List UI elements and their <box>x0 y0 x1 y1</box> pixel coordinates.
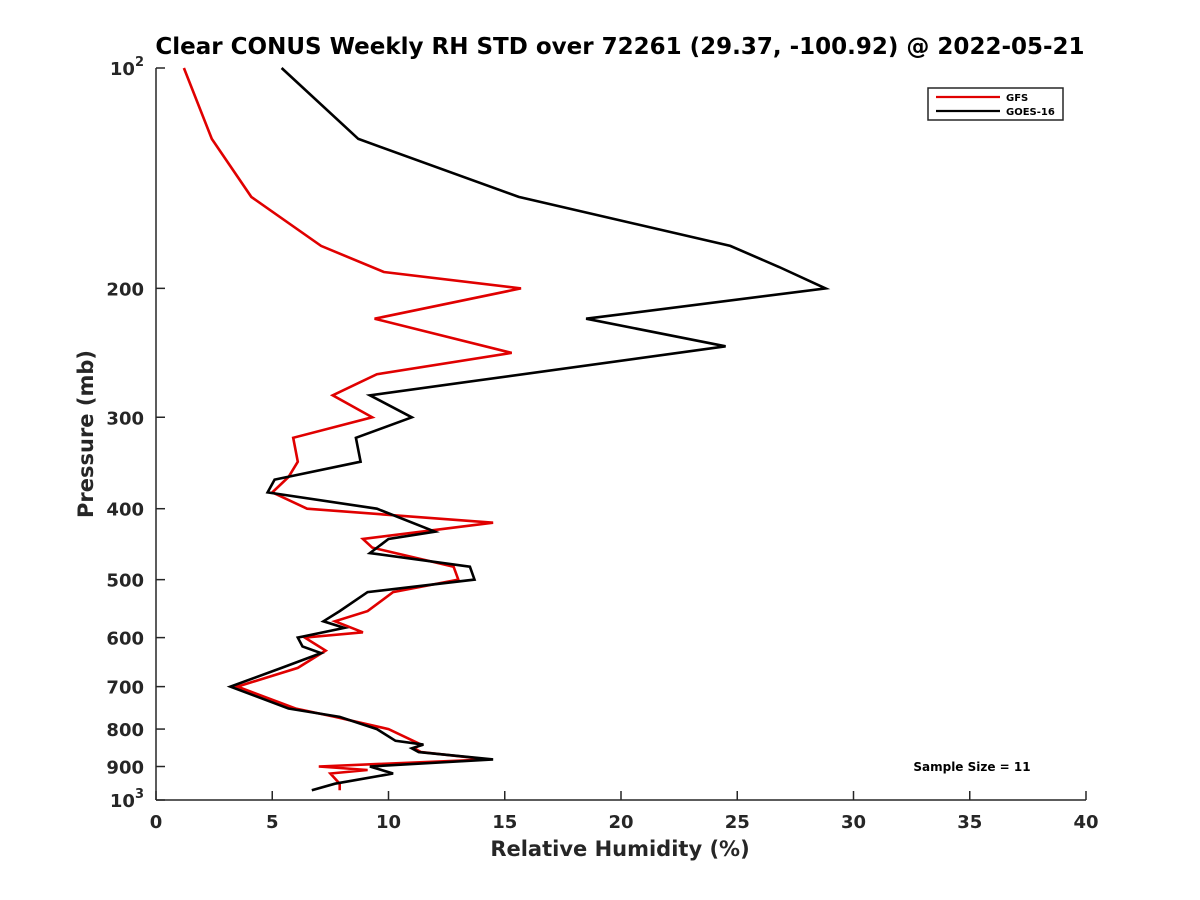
legend-label-gfs: GFS <box>1006 93 1028 104</box>
y-tick-label: 700 <box>106 678 144 699</box>
x-axis-label: Relative Humidity (%) <box>490 837 749 861</box>
legend-box <box>927 87 1064 121</box>
x-tick-label: 0 <box>150 812 163 833</box>
x-axis: 0 5 10 15 20 25 30 35 40 <box>150 791 1099 833</box>
series-layer <box>182 67 831 792</box>
y-axis: 102 200 300 400 500 600 700 800 900 103 <box>106 55 165 812</box>
chart-title: Clear CONUS Weekly RH STD over 72261 (29… <box>155 34 1084 60</box>
x-tick-label: 10 <box>376 812 401 833</box>
y-tick-label: 900 <box>106 758 144 779</box>
x-tick-label: 20 <box>608 812 633 833</box>
series-line-goes-16 <box>226 67 831 792</box>
y-tick-label: 300 <box>106 408 144 429</box>
x-tick-label: 30 <box>841 812 866 833</box>
y-tick-label: 200 <box>106 279 144 300</box>
x-tick-label: 35 <box>957 812 982 833</box>
legend: GFS GOES-16 <box>927 87 1064 121</box>
y-axis-label: Pressure (mb) <box>74 350 98 518</box>
y-tick-label: 400 <box>106 500 144 521</box>
y-tick-label: 102 <box>110 55 144 80</box>
y-tick-label: 800 <box>106 720 144 741</box>
x-tick-label: 5 <box>266 812 279 833</box>
x-tick-label: 25 <box>725 812 750 833</box>
y-tick-label: 600 <box>106 629 144 650</box>
x-tick-label: 40 <box>1073 812 1098 833</box>
plot-area <box>156 68 1086 800</box>
x-tick-label: 15 <box>492 812 517 833</box>
y-tick-label: 103 <box>110 787 144 812</box>
y-tick-label: 500 <box>106 571 144 592</box>
sample-size-annotation: Sample Size = 11 <box>913 760 1030 774</box>
legend-label-goes-16: GOES-16 <box>1006 107 1055 118</box>
